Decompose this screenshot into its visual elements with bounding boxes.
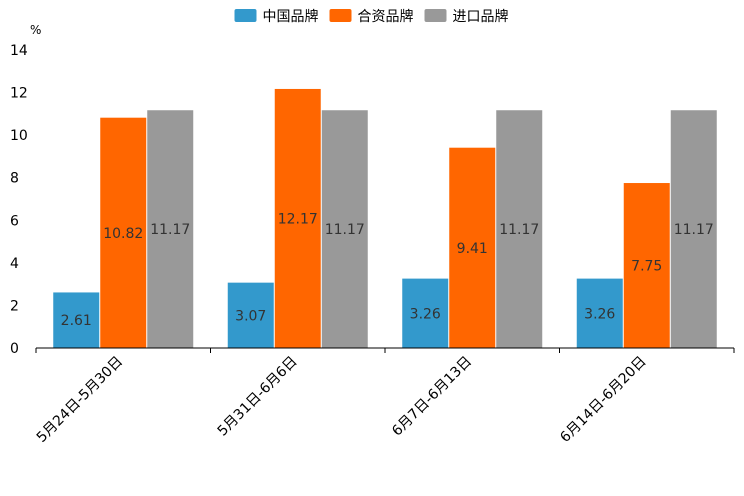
bar	[100, 117, 147, 348]
data-label: 7.75	[631, 259, 662, 275]
data-label: 10.82	[103, 226, 143, 242]
bar	[449, 147, 496, 348]
data-label: 3.07	[235, 308, 266, 324]
bar	[321, 110, 368, 348]
bar	[670, 110, 717, 348]
legend-label: 合资品牌	[358, 8, 414, 25]
data-label: 11.17	[674, 222, 714, 238]
y-axis-unit: %	[30, 23, 41, 37]
y-tick-label: 8	[10, 171, 19, 187]
y-axis: 0 2 4 6 8 10 12 14	[10, 43, 28, 357]
data-label: 2.61	[61, 313, 92, 329]
data-label: 11.17	[325, 222, 365, 238]
bar	[274, 88, 321, 349]
bars	[53, 88, 717, 349]
data-label: 3.26	[584, 306, 615, 322]
bar	[227, 282, 274, 348]
legend-swatch	[424, 9, 447, 22]
data-label: 9.41	[457, 241, 488, 257]
y-tick-label: 14	[10, 43, 28, 59]
y-tick-label: 2	[10, 298, 19, 314]
legend-label: 中国品牌	[263, 8, 319, 25]
y-tick-label: 10	[10, 128, 28, 144]
data-label: 3.26	[410, 306, 441, 322]
data-label: 11.17	[150, 222, 190, 238]
data-labels: 2.61 10.82 11.17 3.07 12.17 11.17 3.26 9.41 11.1…	[61, 211, 714, 329]
data-label: 11.17	[499, 222, 539, 238]
legend-swatch	[234, 9, 257, 22]
bar	[576, 278, 623, 348]
x-tick-label: 5月31日-6月6日	[215, 354, 301, 440]
y-tick-label: 0	[10, 341, 19, 357]
y-tick-label: 6	[10, 213, 19, 229]
bar	[402, 278, 449, 348]
y-tick-label: 12	[10, 86, 28, 102]
x-tick-label: 5月24日-5月30日	[34, 354, 126, 446]
x-tick-label: 6月14日-6月20日	[557, 354, 649, 446]
y-tick-label: 4	[10, 256, 19, 272]
x-tick-label: 6月7日-6月13日	[389, 354, 475, 440]
data-label: 12.17	[278, 211, 318, 227]
legend: 中国品牌 合资品牌 进口品牌	[234, 8, 509, 25]
bar	[147, 110, 194, 348]
legend-label: 进口品牌	[453, 8, 509, 25]
bar	[623, 183, 670, 348]
x-axis: 5月24日-5月30日 5月31日-6月6日 6月7日-6月13日 6月14日-6月2…	[34, 348, 735, 446]
legend-swatch	[329, 9, 352, 22]
bar	[496, 110, 543, 348]
bar	[53, 292, 100, 348]
